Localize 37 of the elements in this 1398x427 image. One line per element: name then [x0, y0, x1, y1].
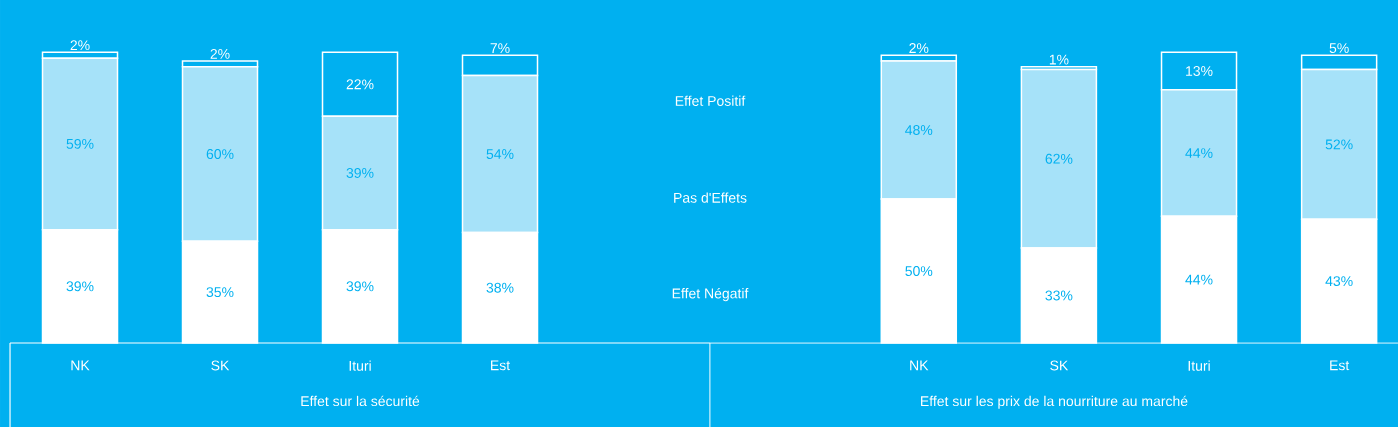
data-label: 43%: [1325, 276, 1353, 287]
data-label: 7%: [490, 43, 510, 54]
data-label: 1%: [1049, 54, 1069, 65]
data-label: 39%: [346, 281, 374, 292]
data-label: 48%: [905, 125, 933, 135]
text: Effet Positif: [675, 95, 746, 106]
data-label: 13%: [1186, 66, 1213, 76]
data-label: 5%: [1329, 43, 1349, 53]
x-tick-label: Ituri: [1188, 360, 1210, 371]
x-tick-label: Est: [1330, 360, 1350, 371]
x-tick-label: Est: [491, 360, 511, 371]
data-label: 38%: [486, 282, 514, 293]
data-label: 44%: [1185, 148, 1213, 158]
data-label: 33%: [1045, 290, 1073, 301]
data-label: 52%: [1325, 139, 1353, 150]
data-label: 39%: [346, 167, 374, 178]
text: Effet Négatif: [672, 287, 749, 302]
data-label: 2%: [70, 40, 90, 51]
data-label: 44%: [1185, 274, 1213, 285]
x-tick-label: SK: [1050, 360, 1069, 371]
data-label: 2%: [210, 48, 230, 59]
data-label: 39%: [66, 281, 94, 292]
x-axis-title: Effet sur la sécurité: [301, 395, 420, 407]
x-tick-label: NK: [71, 360, 90, 371]
text: Pas d'Effets: [674, 192, 747, 203]
data-label: 62%: [1045, 153, 1073, 164]
data-label: 59%: [66, 138, 94, 149]
data-label: 22%: [346, 79, 374, 90]
x-axis-title: Effet sur les prix de la nourriture au marché: [921, 395, 1188, 409]
data-label: 50%: [905, 266, 933, 276]
data-label: 2%: [909, 43, 929, 53]
x-tick-label: SK: [211, 360, 230, 371]
data-label: 60%: [206, 149, 234, 160]
x-tick-label: Ituri: [349, 360, 371, 371]
x-tick-label: NK: [910, 360, 929, 371]
data-label: 35%: [206, 287, 234, 298]
data-label: 54%: [486, 149, 514, 159]
